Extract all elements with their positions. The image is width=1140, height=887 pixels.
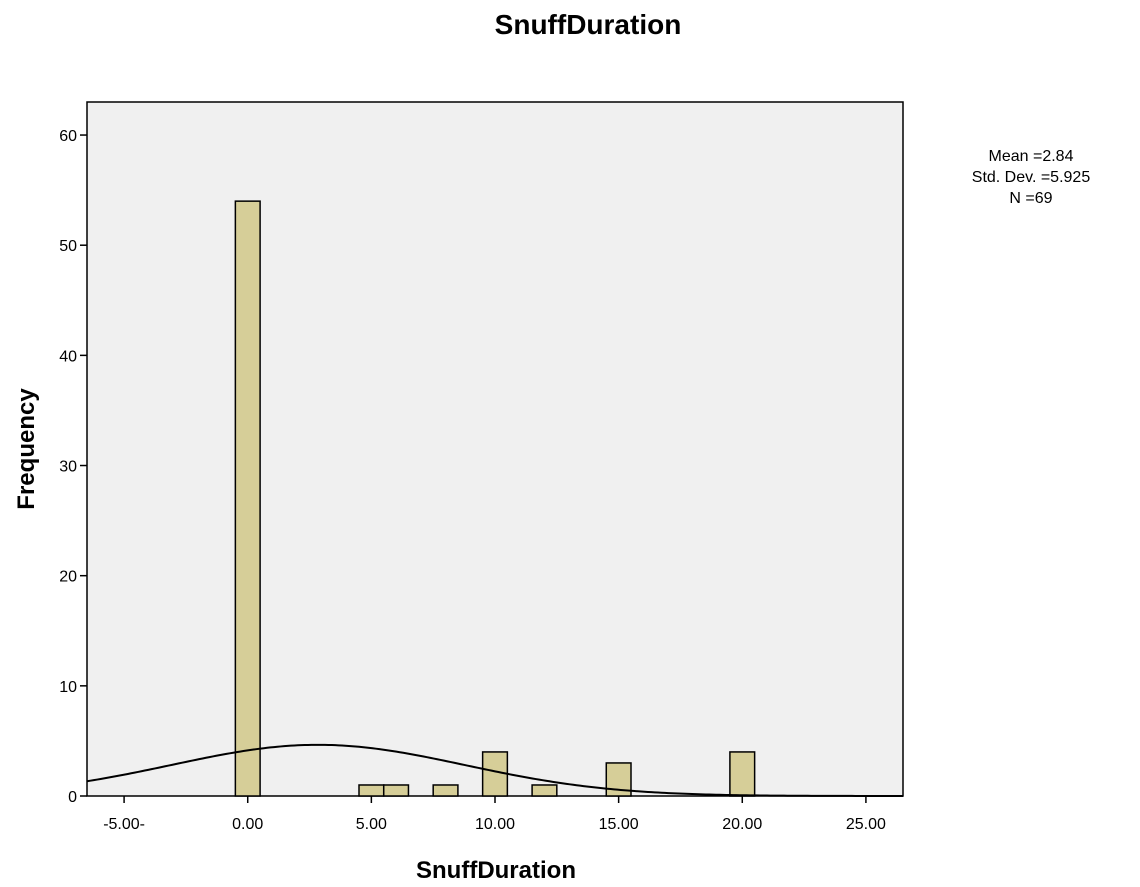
stats-box: Mean =2.84 Std. Dev. =5.925 N =69 (972, 148, 1091, 207)
y-axis-title: Frequency (13, 388, 40, 510)
plot-area (86, 101, 904, 797)
stats-std-dev: Std. Dev. =5.925 (972, 169, 1091, 186)
normal-curve-line (86, 743, 903, 797)
x-tick-label: 25.00 (846, 816, 886, 833)
y-tick-label: 10 (59, 679, 77, 696)
y-tick-label: 50 (59, 238, 77, 255)
chart-title: SnuffDuration (495, 9, 682, 40)
y-tick-label: 30 (59, 459, 77, 476)
x-tick-label: 5.00 (356, 816, 387, 833)
histogram-bar (531, 784, 558, 797)
x-axis-ticks: -5.00- 0.00 5.00 10.00 15.00 20.00 25.00 (103, 796, 886, 833)
histogram-bar (358, 784, 385, 797)
stats-n: N =69 (1009, 190, 1052, 207)
stats-mean: Mean =2.84 (989, 148, 1074, 165)
x-tick-label: 15.00 (599, 816, 639, 833)
x-tick-label: -5.00- (103, 816, 145, 833)
x-tick-label: 20.00 (722, 816, 762, 833)
y-tick-label: 20 (59, 569, 77, 586)
y-axis-ticks: 0 10 20 30 40 50 60 (59, 128, 87, 806)
x-tick-label: 0.00 (232, 816, 263, 833)
y-tick-label: 60 (59, 128, 77, 145)
histogram-bar (382, 784, 410, 797)
histogram-bar (729, 751, 756, 797)
x-tick-label: 10.00 (475, 816, 515, 833)
histogram-bar (234, 200, 261, 797)
histogram-bars (234, 200, 756, 797)
x-axis-title: SnuffDuration (416, 857, 576, 884)
histogram-bar (481, 751, 509, 797)
histogram-bar (432, 784, 459, 797)
y-tick-label: 0 (68, 789, 77, 806)
y-tick-label: 40 (59, 348, 77, 365)
